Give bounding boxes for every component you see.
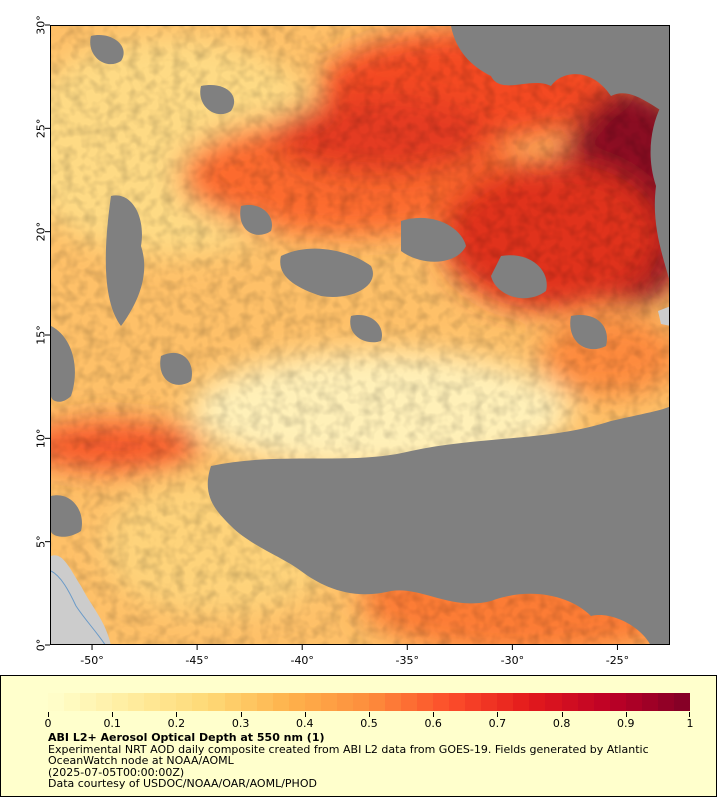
colorbar-cell — [112, 693, 129, 711]
colorbar-cell — [561, 693, 578, 711]
colorbar-cell — [368, 693, 385, 711]
colorbar-cell — [192, 693, 209, 711]
colorbar-cell — [657, 693, 674, 711]
colorbar-cell — [641, 693, 658, 711]
colorbar-tick-label: 0.5 — [360, 717, 378, 730]
colorbar-cell — [481, 693, 498, 711]
colorbar-ticks: 0 0.1 0.2 0.3 0.4 0.5 0.6 0.7 0.8 0.9 1 — [44, 712, 694, 730]
x-tick-label: -25° — [606, 654, 629, 667]
legend-title: ABI L2+ Aerosol Optical Depth at 550 nm … — [48, 731, 325, 744]
colorbar-cell — [417, 693, 434, 711]
colorbar-cell — [256, 693, 273, 711]
colorbar-cell — [449, 693, 466, 711]
colorbar-cell — [336, 693, 353, 711]
colorbar-tick-mark — [433, 712, 435, 717]
colorbar-cell — [529, 693, 546, 711]
aod-map[interactable] — [50, 25, 670, 645]
colorbar-tick-mark — [625, 712, 627, 717]
colorbar-tick-mark — [304, 712, 306, 717]
x-tick-label: -30° — [501, 654, 524, 667]
colorbar-tick-label: 0.8 — [552, 717, 571, 730]
y-tick-label: 0° — [35, 639, 48, 652]
x-tick-label: -50° — [80, 654, 103, 667]
y-tick-label: 25° — [35, 119, 48, 139]
colorbar-cell — [48, 693, 65, 711]
colorbar-cell — [497, 693, 514, 711]
colorbar-cell — [465, 693, 482, 711]
y-tick-label: 10° — [35, 429, 48, 449]
colorbar-cell — [144, 693, 161, 711]
colorbar-cell — [288, 693, 305, 711]
colorbar-tick-label: 0.4 — [296, 717, 314, 730]
colorbar-cell — [352, 693, 369, 711]
y-tick-label: 30° — [35, 15, 48, 35]
aod-field — [51, 26, 669, 644]
colorbar-cell — [384, 693, 402, 711]
colorbar-tick-label: 0.3 — [231, 717, 250, 730]
colorbar-tick-label: 0.2 — [167, 717, 186, 730]
colorbar-cell — [577, 693, 594, 711]
colorbar-cell — [208, 693, 225, 711]
colorbar-cell — [272, 693, 289, 711]
land-south-america — [51, 555, 111, 644]
y-axis-ticks: 0° 5° 10° 15° 20° 25° 30° — [35, 15, 50, 652]
colorbar-tick-label: 0.9 — [617, 717, 635, 730]
colorbar-tick-mark — [497, 712, 499, 717]
legend-description: Experimental NRT AOD daily composite cre… — [48, 742, 649, 767]
colorbar-tick-mark — [689, 712, 690, 717]
colorbar — [48, 693, 690, 711]
legend-text: ABI L2+ Aerosol Optical Depth at 550 nm … — [48, 732, 688, 790]
no-data-regions — [51, 26, 669, 644]
legend-timestamp: (2025-07-05T00:00:00Z) — [48, 765, 185, 779]
colorbar-tick-label: 0.1 — [103, 717, 121, 730]
colorbar-tick-mark — [369, 712, 370, 717]
colorbar-cell — [176, 693, 193, 711]
colorbar-tick-mark — [176, 712, 178, 717]
colorbar-cell — [609, 693, 626, 711]
colorbar-tick-label: 0.6 — [424, 717, 442, 730]
colorbar-cell — [545, 693, 562, 711]
colorbar-cell — [513, 693, 530, 711]
x-tick-label: -40° — [290, 654, 313, 667]
colorbar-tick-mark — [48, 712, 49, 717]
colorbar-tick-label: 0 — [44, 717, 52, 730]
colorbar-cell — [224, 693, 241, 711]
colorbar-tick-label: 1 — [686, 717, 694, 730]
colorbar-tick-label: 0.7 — [488, 717, 507, 730]
colorbar-tick-mark — [112, 712, 114, 717]
colorbar-tick-mark — [240, 712, 242, 717]
colorbar-tick-mark — [561, 712, 563, 717]
map-panel: -50° -45° -40° -35° -30° -25° 0° 5° 10° 15° 20° 25… — [35, 15, 670, 667]
y-tick-label: 20° — [35, 222, 48, 242]
colorbar-cell — [304, 693, 321, 711]
colorbar-cell — [160, 693, 177, 711]
colorbar-cell — [673, 693, 690, 711]
x-tick-label: -45° — [185, 654, 208, 667]
legend-credit: Data courtesy of USDOC/NOAA/OAR/AOML/PHO… — [48, 777, 317, 790]
colorbar-cell — [625, 693, 642, 711]
land-cape-verde — [658, 306, 669, 326]
map-axes: -50° -45° -40° -35° -30° -25° 0° 5° 10° 15° 20° 25… — [35, 15, 630, 667]
y-tick-label: 15° — [35, 325, 48, 345]
colorbar-cell — [401, 693, 418, 711]
colorbar-cell — [64, 693, 81, 711]
x-axis-ticks: -50° -45° -40° -35° -30° -25° — [80, 645, 629, 667]
coastline — [51, 570, 106, 644]
colorbar-cell — [96, 693, 113, 711]
colorbar-cell — [240, 693, 257, 711]
legend-box: 0 0.1 0.2 0.3 0.4 0.5 0.6 0.7 0.8 0.9 1 ABI L2+ Ae… — [0, 675, 717, 797]
colorbar-cell — [433, 693, 450, 711]
colorbar-cell — [593, 693, 610, 711]
colorbar-cell — [80, 693, 97, 711]
y-tick-label: 5° — [35, 535, 48, 548]
colorbar-cell — [320, 693, 337, 711]
x-tick-label: -35° — [396, 654, 419, 667]
colorbar-cell — [128, 693, 145, 711]
